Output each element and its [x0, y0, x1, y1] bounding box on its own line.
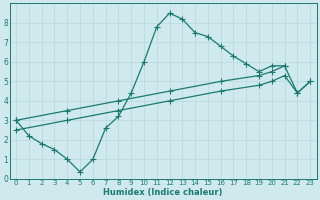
X-axis label: Humidex (Indice chaleur): Humidex (Indice chaleur)	[103, 188, 223, 197]
